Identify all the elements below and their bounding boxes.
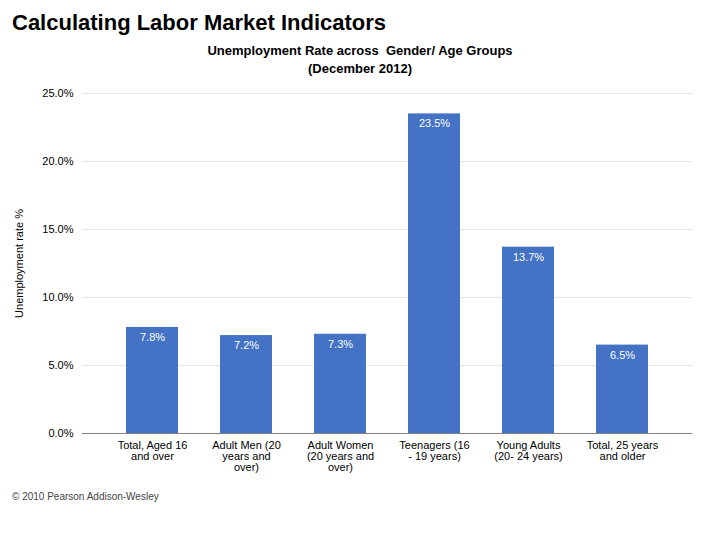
svg-text:Adult Women(20 years andover): Adult Women(20 years andover) xyxy=(307,439,374,473)
svg-text:Teenagers (16- 19 years): Teenagers (16- 19 years) xyxy=(399,439,469,462)
svg-text:6.5%: 6.5% xyxy=(610,349,635,361)
svg-text:Unemployment rate %: Unemployment rate % xyxy=(13,209,25,318)
svg-text:7.3%: 7.3% xyxy=(328,338,353,350)
svg-text:10.0%: 10.0% xyxy=(42,291,73,303)
svg-text:Young Adults(20- 24 years): Young Adults(20- 24 years) xyxy=(494,439,562,462)
svg-text:13.7%: 13.7% xyxy=(513,251,544,263)
svg-text:20.0%: 20.0% xyxy=(42,155,73,167)
html-text:Unemployment Rate across Gende: Unemployment Rate across Gender/ Age Gro… xyxy=(207,43,513,76)
svg-text:5.0%: 5.0% xyxy=(48,359,73,371)
html-text:Calculating Labor Market Indic: Calculating Labor Market Indicators xyxy=(12,10,387,35)
svg-text:25.0%: 25.0% xyxy=(42,87,73,99)
svg-text:0.0%: 0.0% xyxy=(48,427,73,439)
svg-text:7.2%: 7.2% xyxy=(234,339,259,351)
svg-text:Adult Men (20years andover): Adult Men (20years andover) xyxy=(212,439,280,473)
html-text:© 2010 Pearson Addison-Wesley: © 2010 Pearson Addison-Wesley xyxy=(12,491,159,503)
svg-text:Total, Aged 16and over: Total, Aged 16and over xyxy=(118,439,188,462)
svg-text:15.0%: 15.0% xyxy=(42,223,73,235)
svg-text:7.8%: 7.8% xyxy=(140,331,165,343)
svg-text:Total, 25 yearsand older: Total, 25 yearsand older xyxy=(587,439,659,462)
svg-text:23.5%: 23.5% xyxy=(419,118,450,130)
